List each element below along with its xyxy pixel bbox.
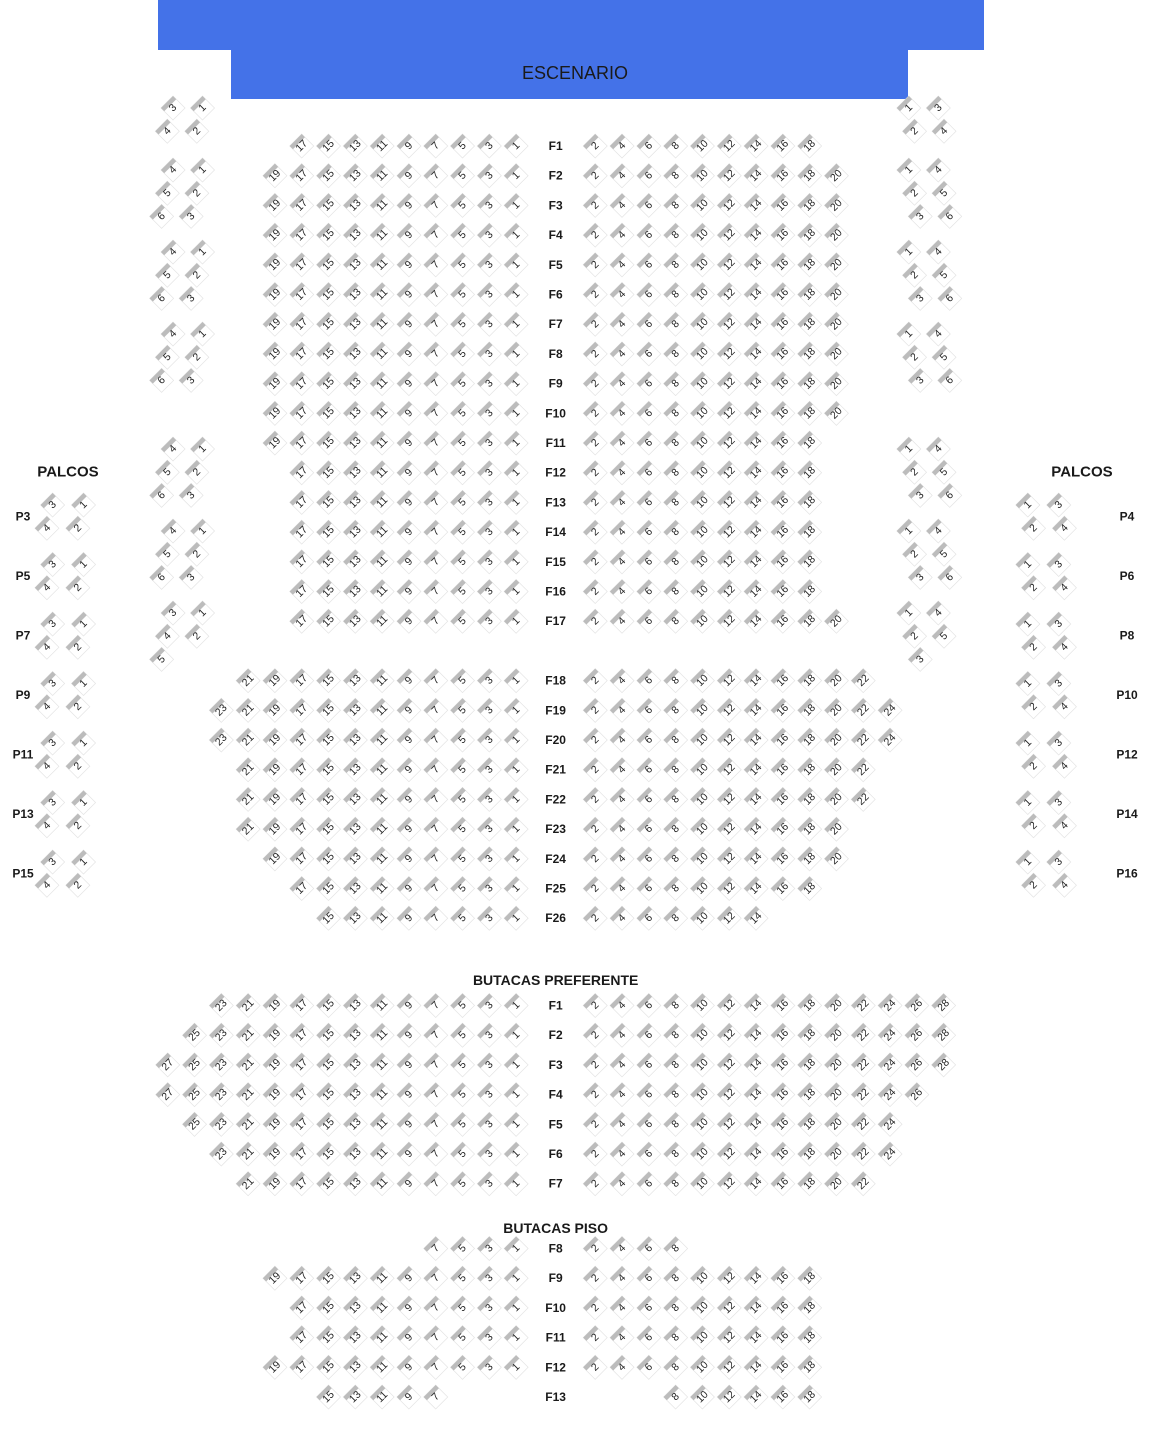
svg-text:F4: F4 — [549, 1088, 563, 1102]
svg-text:BUTACAS PREFERENTE: BUTACAS PREFERENTE — [473, 972, 638, 988]
svg-text:F24: F24 — [545, 852, 566, 866]
svg-text:F5: F5 — [549, 1117, 563, 1131]
svg-text:F15: F15 — [545, 555, 566, 569]
svg-text:F25: F25 — [545, 882, 566, 896]
svg-text:F14: F14 — [545, 525, 566, 539]
svg-text:F4: F4 — [549, 228, 563, 242]
svg-text:F11: F11 — [546, 1331, 566, 1345]
svg-text:F12: F12 — [545, 466, 566, 480]
svg-text:F9: F9 — [549, 377, 563, 391]
svg-text:F26: F26 — [545, 911, 566, 925]
svg-text:ESCENARIO: ESCENARIO — [522, 63, 628, 83]
svg-text:PALCOS: PALCOS — [1051, 464, 1112, 481]
svg-text:F10: F10 — [545, 406, 566, 420]
svg-text:P5: P5 — [16, 569, 31, 583]
svg-text:F17: F17 — [545, 614, 566, 628]
svg-text:F18: F18 — [545, 674, 566, 688]
svg-text:F11: F11 — [546, 436, 566, 450]
svg-text:F10: F10 — [545, 1301, 566, 1315]
svg-text:P10: P10 — [1116, 688, 1138, 702]
svg-text:F7: F7 — [549, 1177, 563, 1191]
svg-text:F3: F3 — [549, 198, 563, 212]
svg-text:F8: F8 — [549, 347, 563, 361]
svg-text:F20: F20 — [545, 733, 566, 747]
svg-text:F9: F9 — [549, 1271, 563, 1285]
svg-text:F1: F1 — [549, 999, 563, 1013]
svg-text:F7: F7 — [549, 317, 563, 331]
svg-text:F6: F6 — [549, 1147, 563, 1161]
svg-text:F2: F2 — [549, 1028, 563, 1042]
svg-text:P4: P4 — [1120, 509, 1135, 523]
svg-text:F16: F16 — [545, 585, 566, 599]
svg-text:F23: F23 — [545, 822, 566, 836]
svg-text:F8: F8 — [549, 1242, 563, 1256]
svg-text:P15: P15 — [12, 866, 34, 880]
svg-text:F12: F12 — [545, 1360, 566, 1374]
svg-text:F6: F6 — [549, 288, 563, 302]
svg-text:F21: F21 — [545, 763, 566, 777]
svg-text:P8: P8 — [1120, 628, 1135, 642]
svg-text:P16: P16 — [1116, 866, 1138, 880]
svg-text:F2: F2 — [549, 169, 563, 183]
svg-text:BUTACAS PISO: BUTACAS PISO — [503, 1220, 608, 1236]
svg-text:P3: P3 — [16, 509, 31, 523]
svg-text:P6: P6 — [1120, 569, 1135, 583]
svg-text:F22: F22 — [545, 792, 566, 806]
svg-text:P9: P9 — [16, 688, 31, 702]
svg-text:PALCOS: PALCOS — [37, 464, 98, 481]
svg-text:F1: F1 — [549, 139, 563, 153]
svg-text:P11: P11 — [13, 747, 34, 761]
svg-text:F5: F5 — [549, 258, 563, 272]
svg-text:P12: P12 — [1116, 747, 1138, 761]
svg-text:P13: P13 — [12, 807, 34, 821]
svg-text:F19: F19 — [545, 703, 566, 717]
svg-text:P7: P7 — [16, 628, 31, 642]
svg-text:P14: P14 — [1116, 807, 1138, 821]
svg-text:F3: F3 — [549, 1058, 563, 1072]
svg-text:F13: F13 — [545, 495, 566, 509]
svg-text:F13: F13 — [545, 1390, 566, 1404]
